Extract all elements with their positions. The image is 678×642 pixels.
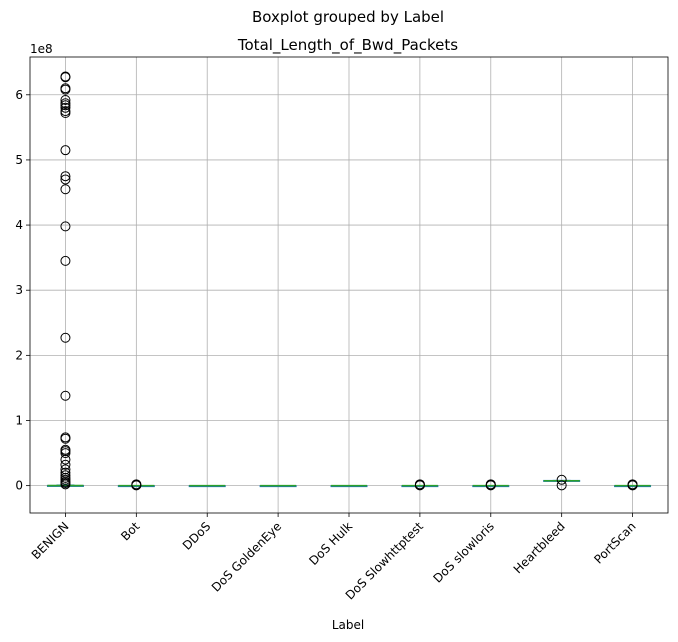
flier-point xyxy=(60,479,71,490)
x-tick-label: DoS GoldenEye xyxy=(209,519,284,594)
y-tick-label: 3 xyxy=(15,283,23,297)
box-group xyxy=(401,479,439,491)
flier-point xyxy=(556,480,567,491)
flier-point xyxy=(60,390,71,401)
x-tick-label: DoS slowloris xyxy=(430,519,496,585)
flier-point xyxy=(60,72,71,83)
box-group xyxy=(117,479,155,491)
y-tick-label: 2 xyxy=(15,348,23,362)
x-tick-label: PortScan xyxy=(591,519,638,566)
flier-point xyxy=(60,459,71,470)
flier-point xyxy=(485,480,496,491)
chart-suptitle: Boxplot grouped by Label xyxy=(252,8,444,26)
marks-layer xyxy=(46,71,652,491)
flier-point xyxy=(60,108,71,119)
x-tick-label: Heartbleed xyxy=(511,519,568,576)
y-offset-label: 1e8 xyxy=(30,42,53,56)
flier-point xyxy=(60,221,71,232)
flier-point xyxy=(414,480,425,491)
box-group xyxy=(614,479,652,491)
flier-point xyxy=(60,255,71,266)
x-tick-label: BENIGN xyxy=(29,519,72,562)
x-tick-label: DoS Slowhttptest xyxy=(343,519,427,603)
x-tick-label: DoS Hulk xyxy=(306,519,355,568)
flier-point xyxy=(60,184,71,195)
flier-point xyxy=(60,94,71,105)
chart-title: Total_Length_of_Bwd_Packets xyxy=(237,36,458,55)
flier-point xyxy=(60,84,71,95)
y-tick-label: 6 xyxy=(15,88,23,102)
flier-point xyxy=(60,100,71,111)
grid-layer xyxy=(30,57,668,513)
box-group xyxy=(259,484,297,488)
flier-point xyxy=(60,171,71,182)
y-tick-label: 0 xyxy=(15,479,23,493)
flier-point xyxy=(131,480,142,491)
flier-point xyxy=(60,145,71,156)
flier-point xyxy=(627,480,638,491)
flier-point xyxy=(60,174,71,185)
box-group xyxy=(46,71,84,490)
box-group xyxy=(472,479,510,491)
x-axis-label: Label xyxy=(332,618,364,632)
box-group xyxy=(330,484,368,488)
x-tick-label: Bot xyxy=(118,519,142,543)
flier-point xyxy=(556,474,567,485)
y-tick-label: 1 xyxy=(15,413,23,427)
y-tick-label: 5 xyxy=(15,153,23,167)
flier-point xyxy=(60,433,71,444)
flier-point xyxy=(60,448,71,459)
y-tick-label: 4 xyxy=(15,218,23,232)
box-group xyxy=(543,474,581,491)
flier-point xyxy=(60,454,71,465)
flier-point xyxy=(60,464,71,475)
plot-frame xyxy=(29,56,669,514)
flier-point xyxy=(60,332,71,343)
flier-point xyxy=(60,102,71,113)
x-tick-label: DDoS xyxy=(180,519,214,553)
box-group xyxy=(188,484,226,488)
